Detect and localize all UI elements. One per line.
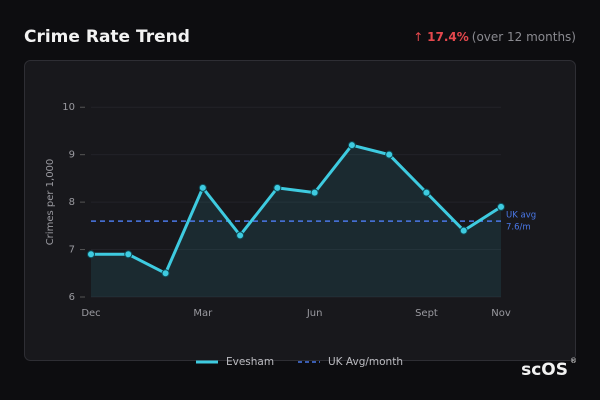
legend-label: Evesham <box>226 356 274 368</box>
point <box>87 250 95 259</box>
point <box>347 141 356 150</box>
change-note: (over 12 months) <box>472 30 576 44</box>
y-axis-label: Crimes per 1,000 <box>45 159 56 246</box>
area <box>91 145 501 297</box>
title: Crime Rate Trend <box>24 27 190 47</box>
change: ↑ 17.4% (over 12 months) <box>413 30 576 44</box>
point <box>124 250 133 259</box>
x-tick-label: Dec <box>81 308 100 319</box>
point <box>198 183 207 192</box>
point <box>497 202 505 211</box>
arrow: ↑ <box>413 30 427 44</box>
point <box>236 231 245 240</box>
y-tick-label: 7 <box>69 245 75 256</box>
x-tick-label: Sept <box>415 308 438 319</box>
reference-label: 7.6/m <box>506 223 531 233</box>
point <box>385 150 394 159</box>
point <box>161 269 170 278</box>
y-tick-label: 6 <box>69 292 75 303</box>
point <box>459 226 468 235</box>
brand-mark: ® <box>570 357 577 365</box>
x-tick-label: Jun <box>306 308 323 319</box>
card <box>24 60 576 361</box>
line <box>91 143 502 275</box>
x-tick-label: Nov <box>491 308 511 319</box>
brand: scOS <box>521 360 568 380</box>
reference-label: UK avg <box>506 211 536 221</box>
point <box>310 188 319 197</box>
change-value: 17.4% <box>427 30 469 44</box>
point <box>273 183 282 192</box>
legend-label: UK Avg/month <box>328 356 403 368</box>
x-tick-label: Mar <box>193 308 213 319</box>
y-tick-label: 9 <box>69 150 75 161</box>
y-tick-label: 10 <box>62 102 75 113</box>
point <box>422 188 431 197</box>
y-tick-label: 8 <box>69 197 75 208</box>
